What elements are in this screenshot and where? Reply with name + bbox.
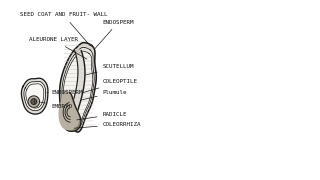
Text: SEED COAT AND FRUIT- WALL: SEED COAT AND FRUIT- WALL <box>20 12 107 46</box>
Polygon shape <box>63 51 93 124</box>
Text: ENDOSPERM: ENDOSPERM <box>47 90 83 95</box>
Text: RADICLE: RADICLE <box>77 112 127 120</box>
Text: EMBRYO: EMBRYO <box>40 102 72 109</box>
Text: Plumule: Plumule <box>81 90 127 100</box>
Text: SCUTELLUM: SCUTELLUM <box>85 64 134 75</box>
Text: ENDOSPERM: ENDOSPERM <box>95 20 134 49</box>
Polygon shape <box>59 91 78 130</box>
Text: COLEORRHIZA: COLEORRHIZA <box>74 122 141 128</box>
Polygon shape <box>62 93 81 131</box>
Polygon shape <box>60 43 96 132</box>
Polygon shape <box>31 99 37 104</box>
Polygon shape <box>66 49 85 126</box>
Polygon shape <box>28 96 40 107</box>
Polygon shape <box>24 81 46 111</box>
Polygon shape <box>62 47 94 128</box>
Polygon shape <box>21 78 48 114</box>
Text: COLEOPTILE: COLEOPTILE <box>82 79 138 93</box>
Polygon shape <box>26 84 44 108</box>
Text: ALEURONE LAYER: ALEURONE LAYER <box>29 37 87 59</box>
